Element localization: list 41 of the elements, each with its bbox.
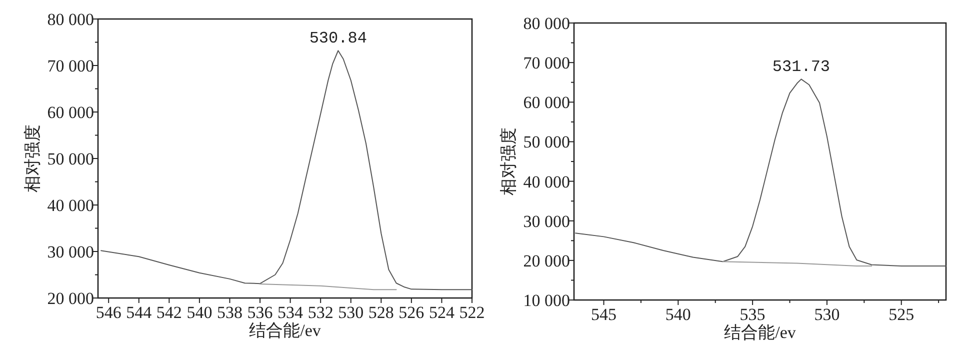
x-tick-label: 526 <box>398 303 424 322</box>
y-tick-label: 50 000 <box>523 132 570 152</box>
y-tick-label: 80 000 <box>523 14 570 33</box>
x-tick-label: 524 <box>428 303 455 322</box>
x-tick-label: 545 <box>591 305 617 324</box>
y-tick-label: 10 000 <box>523 291 570 310</box>
y-axis-title: 相对强度 <box>499 128 518 196</box>
y-tick-label: 20 000 <box>47 289 94 308</box>
y-tick-label: 60 000 <box>523 93 570 112</box>
y-tick-label: 50 000 <box>47 150 94 168</box>
y-axis-title: 相对强度 <box>23 124 42 192</box>
y-tick-label: 40 000 <box>523 172 570 192</box>
line-series <box>574 78 946 266</box>
x-tick-label: 534 <box>278 303 304 322</box>
x-tick-label: 540 <box>665 305 691 324</box>
x-tick-label: 542 <box>156 303 182 322</box>
line-series <box>100 50 472 290</box>
x-tick-label: 530 <box>338 303 364 322</box>
x-tick-label: 544 <box>126 303 152 322</box>
annotation: 531.73 <box>772 58 830 76</box>
x-tick-label: 546 <box>96 303 122 322</box>
x-tick-label: 540 <box>186 303 212 322</box>
x-tick-label: 532 <box>308 303 334 322</box>
y-tick-label: 80 000 <box>47 10 94 29</box>
x-tick-label: 528 <box>368 303 394 322</box>
x-tick-label: 536 <box>247 303 273 322</box>
x-tick-label: 522 <box>459 303 485 322</box>
y-tick-label: 20 000 <box>523 251 570 270</box>
y-tick-label: 60 000 <box>47 103 94 122</box>
x-axis-title: 结合能/ev <box>724 323 796 342</box>
x-tick-label: 530 <box>814 305 840 324</box>
x-tick-label: 538 <box>216 303 242 322</box>
x-tick-label: 535 <box>740 305 766 324</box>
y-tick-label: 30 000 <box>523 212 570 231</box>
annotation: 530.84 <box>309 30 367 48</box>
y-tick-label: 30 000 <box>47 242 94 262</box>
x-axis-title: 结合能/ev <box>249 321 322 340</box>
y-tick-label: 40 000 <box>47 196 94 215</box>
y-tick-label: 70 000 <box>47 56 94 76</box>
x-tick-label: 525 <box>888 305 914 324</box>
y-tick-label: 70 000 <box>523 54 570 73</box>
